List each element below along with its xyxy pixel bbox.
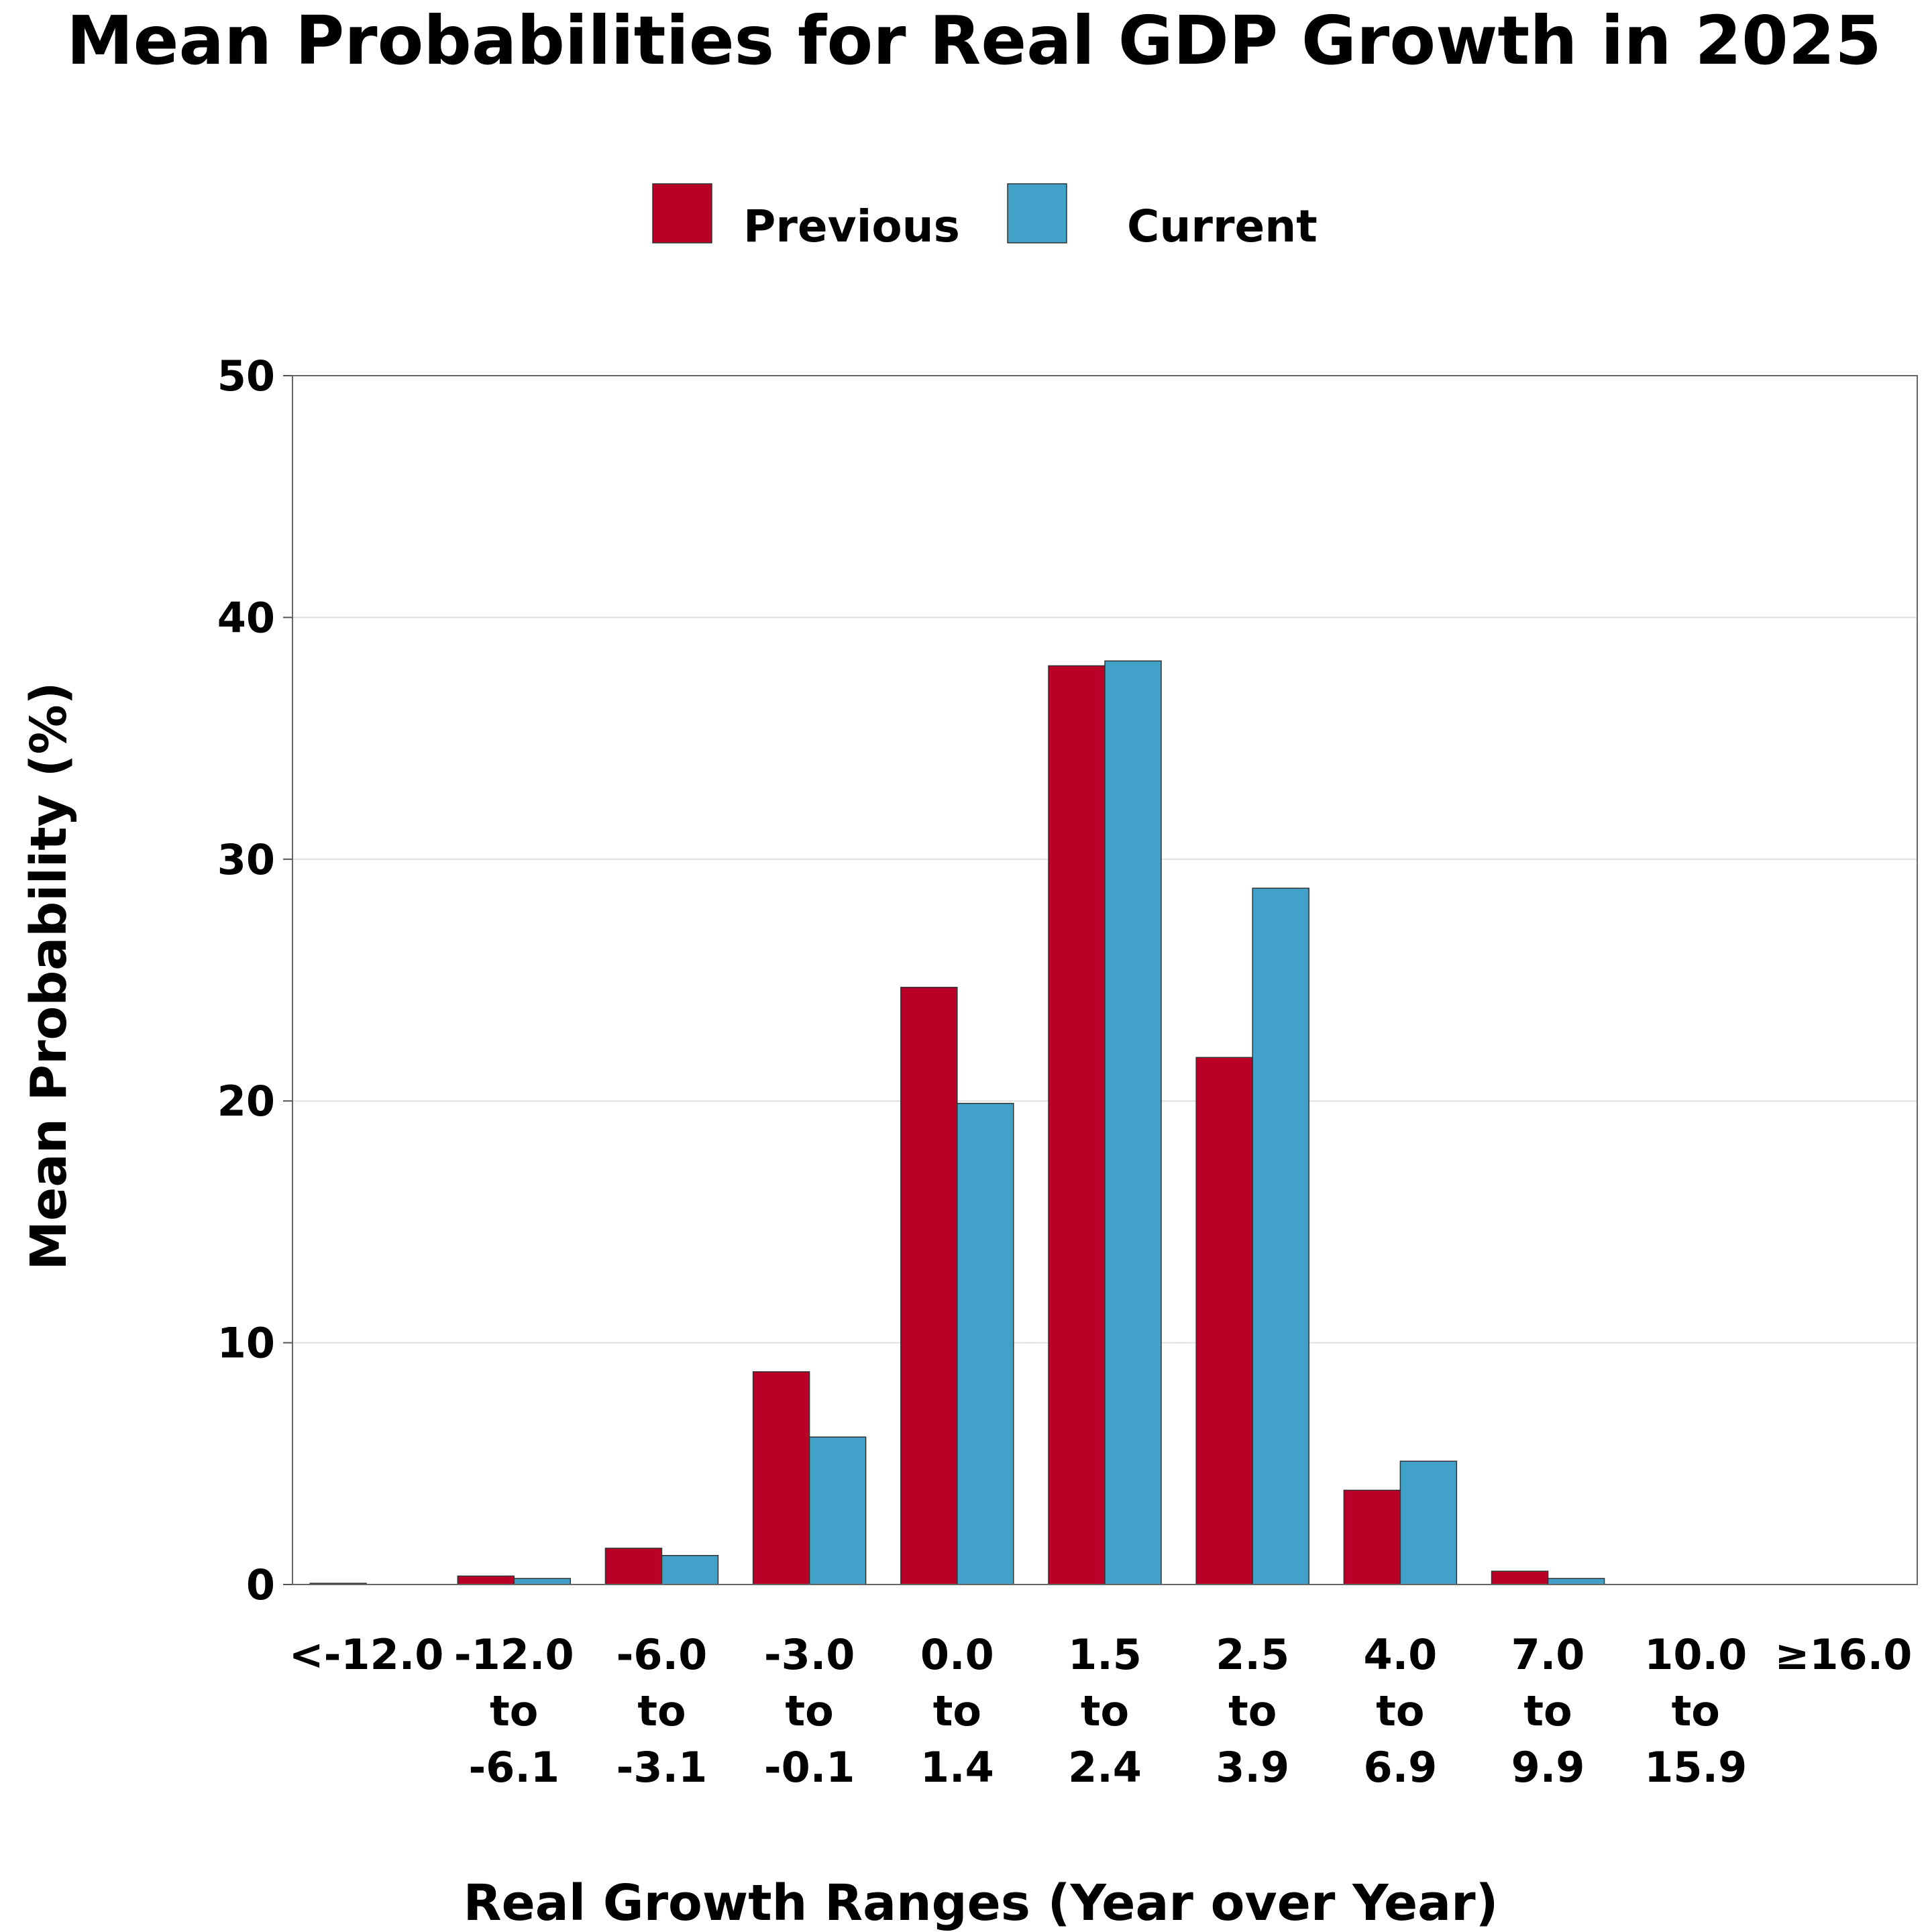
legend-label-previous: Previous <box>743 201 960 252</box>
x-tick-label: -6.0 to -3.1 <box>616 1630 708 1792</box>
legend-label-current: Current <box>1127 201 1318 252</box>
bar-current-8 <box>1547 1578 1605 1585</box>
bar-previous-1 <box>457 1575 515 1585</box>
y-tick-label: 30 <box>217 835 275 884</box>
y-tick-label: 50 <box>217 352 275 400</box>
bar-current-6 <box>1252 888 1309 1585</box>
chart-title: Mean Probabilities for Real GDP Growth i… <box>66 1 1882 80</box>
y-axis: 0 10 20 30 40 50 <box>217 352 292 1609</box>
y-tick-label: 0 <box>246 1560 275 1609</box>
y-axis-label: Mean Probability (%) <box>20 682 78 1271</box>
bar-previous-8 <box>1491 1570 1549 1585</box>
x-axis: <-12.0 -12.0 to -6.1 -6.0 to -3.1 -3.0 to -0.1 0.0… <box>289 1630 1913 1792</box>
bars <box>309 660 1605 1585</box>
bar-current-5 <box>1104 660 1162 1585</box>
x-tick-label: -3.0 to -0.1 <box>764 1630 855 1792</box>
x-tick-label: -12.0 to -6.1 <box>454 1630 574 1792</box>
bar-previous-7 <box>1343 1489 1401 1585</box>
bar-previous-3 <box>752 1371 810 1585</box>
x-tick-label: 10.0 to 15.9 <box>1644 1630 1747 1792</box>
x-tick-label: 2.5 to 3.9 <box>1216 1630 1289 1792</box>
x-tick-label: 0.0 to 1.4 <box>920 1630 994 1792</box>
bar-previous-6 <box>1195 1057 1253 1585</box>
legend-swatch-current <box>1007 183 1067 244</box>
bar-previous-5 <box>1048 665 1106 1585</box>
x-tick-label: 4.0 to 6.9 <box>1363 1630 1437 1792</box>
legend: Previous Current <box>652 183 1318 252</box>
x-tick-label: 7.0 to 9.9 <box>1511 1630 1585 1792</box>
bar-previous-4 <box>900 987 958 1585</box>
bar-current-2 <box>661 1555 719 1585</box>
bar-current-3 <box>808 1436 867 1585</box>
bar-current-1 <box>513 1578 572 1585</box>
x-tick-label: <-12.0 <box>289 1630 444 1679</box>
x-tick-label: 1.5 to 2.4 <box>1068 1630 1142 1792</box>
legend-swatch-previous <box>652 183 712 244</box>
y-tick-label: 10 <box>217 1319 275 1368</box>
x-tick-label: ≥16.0 <box>1774 1630 1912 1679</box>
bar-previous-2 <box>604 1548 663 1585</box>
bar-current-7 <box>1399 1460 1458 1585</box>
x-axis-label: Real Growth Ranges (Year over Year) <box>464 1874 1499 1932</box>
y-tick-label: 40 <box>217 593 275 642</box>
bar-current-4 <box>957 1103 1014 1585</box>
y-tick-label: 20 <box>217 1077 275 1126</box>
plot-area-frame <box>292 375 1918 1585</box>
